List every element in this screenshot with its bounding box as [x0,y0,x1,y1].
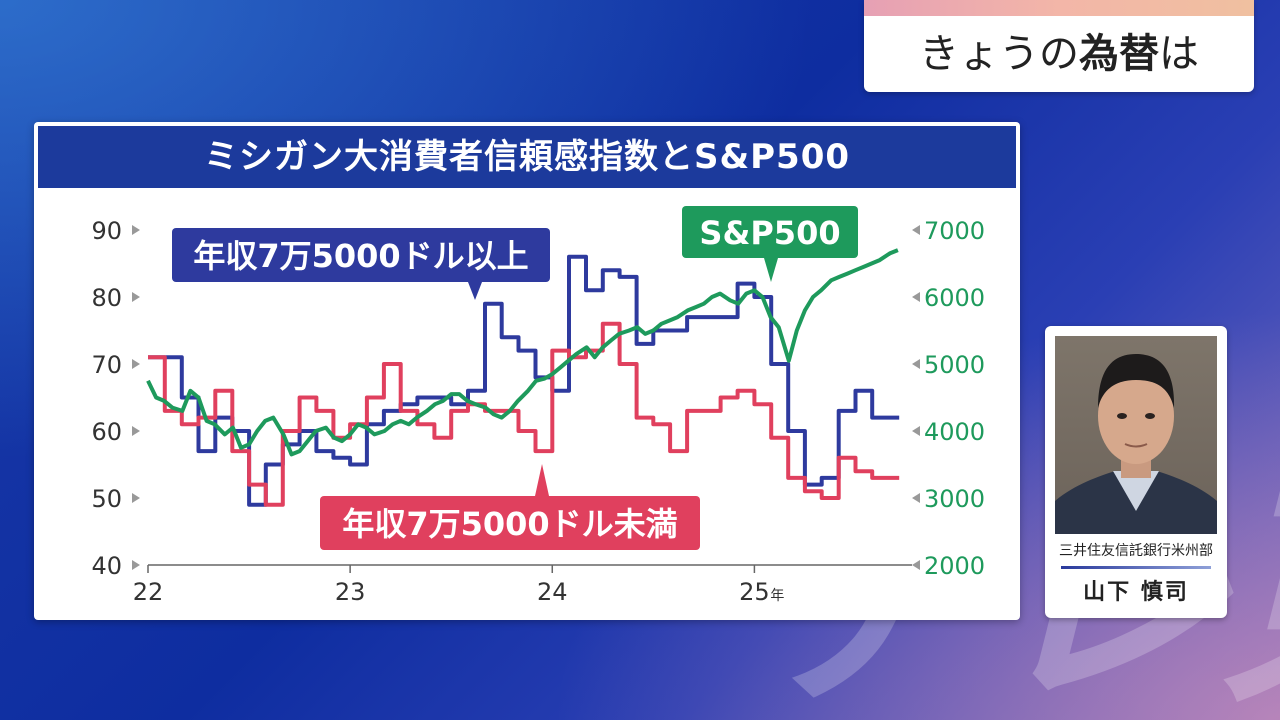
sp500-label-box [682,206,858,258]
y-left-tick-marker [132,493,140,503]
chart-card: 40 50 60 70 80 90 2000 3000 4000 5000 6000 7000 22 23… [34,122,1020,620]
topic-box: きょうの為替は [864,0,1254,92]
lower-income-label-text: 年収7万5000ドル未満 [342,505,677,543]
topic-stripe [864,0,1254,16]
x-tick-label: 24 [537,578,568,606]
topic-text-2: は [1159,31,1199,77]
chart-title: ミシガン大消費者信頼感指数とS&P500 [38,126,1016,188]
y-right-tick-label: 5000 [924,351,985,379]
y-left-tick-marker [132,426,140,436]
line-chart: 40 50 60 70 80 90 2000 3000 4000 5000 6000 7000 22 23… [91,206,985,606]
y-left-tick-label: 50 [91,485,122,513]
y-right-tick-marker [912,560,920,570]
x-unit-label: 年 [770,588,784,604]
lower-income-series-line [148,321,900,507]
y-right-tick-label: 6000 [924,284,985,312]
x-tick-label: 23 [335,578,366,606]
sp500-label-text: S&P500 [699,214,840,252]
y-right-tick-marker [912,359,920,369]
y-right-tick-marker [912,225,920,235]
lower-income-label-box [320,496,700,550]
upper-income-series-line [148,254,900,507]
topic-text-1: きょうの [919,31,1079,77]
y-right-tick-marker [912,493,920,503]
topic-title: きょうの為替は [864,24,1254,84]
y-left-tick-label: 90 [91,217,122,245]
affiliation-underline [1061,566,1211,569]
person-affiliation: 三井住友信託銀行米州部 [1059,543,1213,559]
upper-income-label-pointer [468,282,482,300]
x-tick-label: 22 [133,578,164,606]
upper-income-label-box [172,228,550,282]
y-left-tick-marker [132,359,140,369]
lower-income-label-pointer [535,464,549,496]
y-left-tick-label: 70 [91,351,122,379]
y-left-tick-marker [132,225,140,235]
y-right-tick-marker [912,292,920,302]
person-card: 三井住友信託銀行米州部 山下 慎司 [1045,326,1227,618]
y-left-tick-label: 60 [91,418,122,446]
x-tick-label: 25 [739,578,770,606]
y-right-tick-label: 7000 [924,217,985,245]
y-left-tick-marker [132,292,140,302]
y-left-tick-marker [132,560,140,570]
y-right-tick-marker [912,426,920,436]
y-right-tick-label: 4000 [924,418,985,446]
y-left-tick-label: 80 [91,284,122,312]
y-left-tick-label: 40 [91,552,122,580]
person-name: 山下 慎司 [1083,580,1189,605]
person-photo [1055,336,1217,534]
y-right-tick-label: 2000 [924,552,985,580]
topic-text-bold: 為替 [1079,31,1159,77]
person-silhouette-icon [1055,354,1217,534]
sp500-series-line [146,248,899,457]
sp500-label-pointer [764,258,778,282]
upper-income-label-text: 年収7万5000ドル以上 [193,237,528,275]
y-right-tick-label: 3000 [924,485,985,513]
